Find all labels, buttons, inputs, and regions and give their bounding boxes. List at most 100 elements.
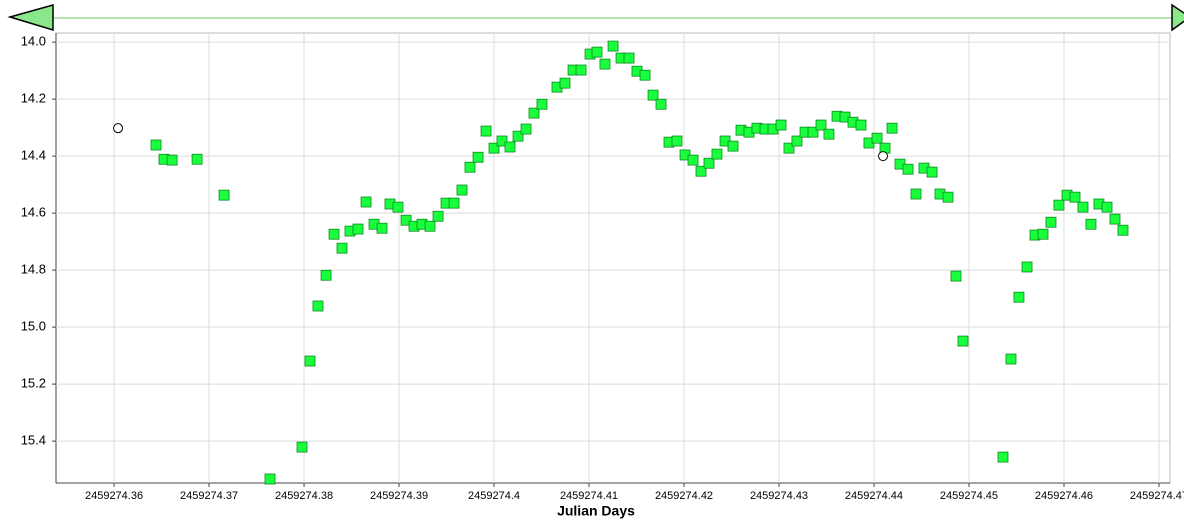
- y-tick-label: 14.0: [21, 34, 46, 49]
- data-point: [1021, 261, 1033, 273]
- data-point: [536, 98, 548, 110]
- data-point: [150, 139, 162, 151]
- x-tick-label: 2459274.45: [940, 490, 998, 502]
- y-tick-label: 14.6: [21, 205, 46, 220]
- data-point: [655, 98, 667, 110]
- data-point: [1085, 218, 1097, 230]
- data-point: [392, 201, 404, 213]
- x-tick-label: 2459274.43: [750, 490, 808, 502]
- data-point: [496, 135, 508, 147]
- range-slider[interactable]: [7, 3, 1184, 32]
- data-point: [504, 141, 516, 153]
- data-point: [1053, 199, 1065, 211]
- data-point: [376, 222, 388, 234]
- data-point: [639, 69, 651, 81]
- data-point: [488, 142, 500, 154]
- data-point: [575, 64, 587, 76]
- data-point: [926, 166, 938, 178]
- data-point: [191, 153, 203, 165]
- data-point: [942, 191, 954, 203]
- data-point: [783, 142, 795, 154]
- data-point: [264, 473, 276, 485]
- data-point: [559, 77, 571, 89]
- data-point: [336, 242, 348, 254]
- x-tick-label: 2459274.41: [560, 490, 618, 502]
- data-point: [1013, 291, 1025, 303]
- data-point: [1045, 216, 1057, 228]
- data-point: [296, 441, 308, 453]
- x-tick-label: 2459274.37: [180, 490, 238, 502]
- data-point: [320, 269, 332, 281]
- x-tick-label: 2459274.36: [85, 490, 143, 502]
- data-point: [520, 123, 532, 135]
- data-point: [166, 154, 178, 166]
- slider-right-handle[interactable]: [1171, 3, 1184, 32]
- data-point: [448, 197, 460, 209]
- x-tick-label: 2459274.42: [655, 490, 713, 502]
- data-point: [1109, 213, 1121, 225]
- data-point: [400, 214, 412, 226]
- data-point: [1005, 353, 1017, 365]
- data-point: [791, 135, 803, 147]
- data-point: [807, 126, 819, 138]
- data-point: [703, 157, 715, 169]
- y-tick-label: 15.4: [21, 433, 46, 448]
- data-point: [623, 52, 635, 64]
- x-axis-title: Julian Days: [557, 503, 635, 519]
- data-point: [871, 132, 883, 144]
- slider-left-handle[interactable]: [7, 4, 54, 32]
- data-point: [950, 270, 962, 282]
- data-point: [878, 151, 889, 162]
- data-point: [599, 58, 611, 70]
- data-point: [304, 355, 316, 367]
- x-tick-label: 2459274.44: [845, 490, 903, 502]
- data-point: [647, 89, 659, 101]
- y-tick-label: 14.2: [21, 91, 46, 106]
- data-point: [512, 130, 524, 142]
- x-tick-label: 2459274.47: [1130, 490, 1184, 502]
- data-point: [687, 154, 699, 166]
- data-point: [360, 196, 372, 208]
- y-tick-label: 14.8: [21, 262, 46, 277]
- x-tick-label: 2459274.4: [468, 490, 520, 502]
- data-point: [113, 123, 124, 134]
- data-point: [328, 228, 340, 240]
- x-tick-label: 2459274.46: [1035, 490, 1093, 502]
- data-point: [464, 161, 476, 173]
- data-point: [1101, 201, 1113, 213]
- data-point: [1069, 191, 1081, 203]
- data-point: [352, 223, 364, 235]
- data-point: [591, 46, 603, 58]
- data-point: [1077, 201, 1089, 213]
- data-point: [886, 122, 898, 134]
- data-point: [957, 335, 969, 347]
- data-point: [480, 125, 492, 137]
- plot-frame: [55, 32, 1171, 484]
- data-point: [607, 40, 619, 52]
- y-tick-label: 15.0: [21, 319, 46, 334]
- y-tick-label: 14.4: [21, 148, 46, 163]
- data-point: [775, 119, 787, 131]
- data-point: [456, 184, 468, 196]
- data-point: [671, 135, 683, 147]
- data-point: [528, 107, 540, 119]
- y-tick-label: 15.2: [21, 376, 46, 391]
- data-point: [997, 451, 1009, 463]
- x-tick-label: 2459274.38: [275, 490, 333, 502]
- data-point: [815, 119, 827, 131]
- data-point: [1037, 228, 1049, 240]
- data-point: [823, 128, 835, 140]
- data-point: [711, 148, 723, 160]
- data-point: [472, 151, 484, 163]
- data-point: [424, 220, 436, 232]
- x-tick-label: 2459274.39: [370, 490, 428, 502]
- data-point: [218, 189, 230, 201]
- data-point: [695, 165, 707, 177]
- data-point: [312, 300, 324, 312]
- data-point: [432, 210, 444, 222]
- data-point: [1117, 224, 1129, 236]
- data-point: [902, 163, 914, 175]
- data-point: [727, 140, 739, 152]
